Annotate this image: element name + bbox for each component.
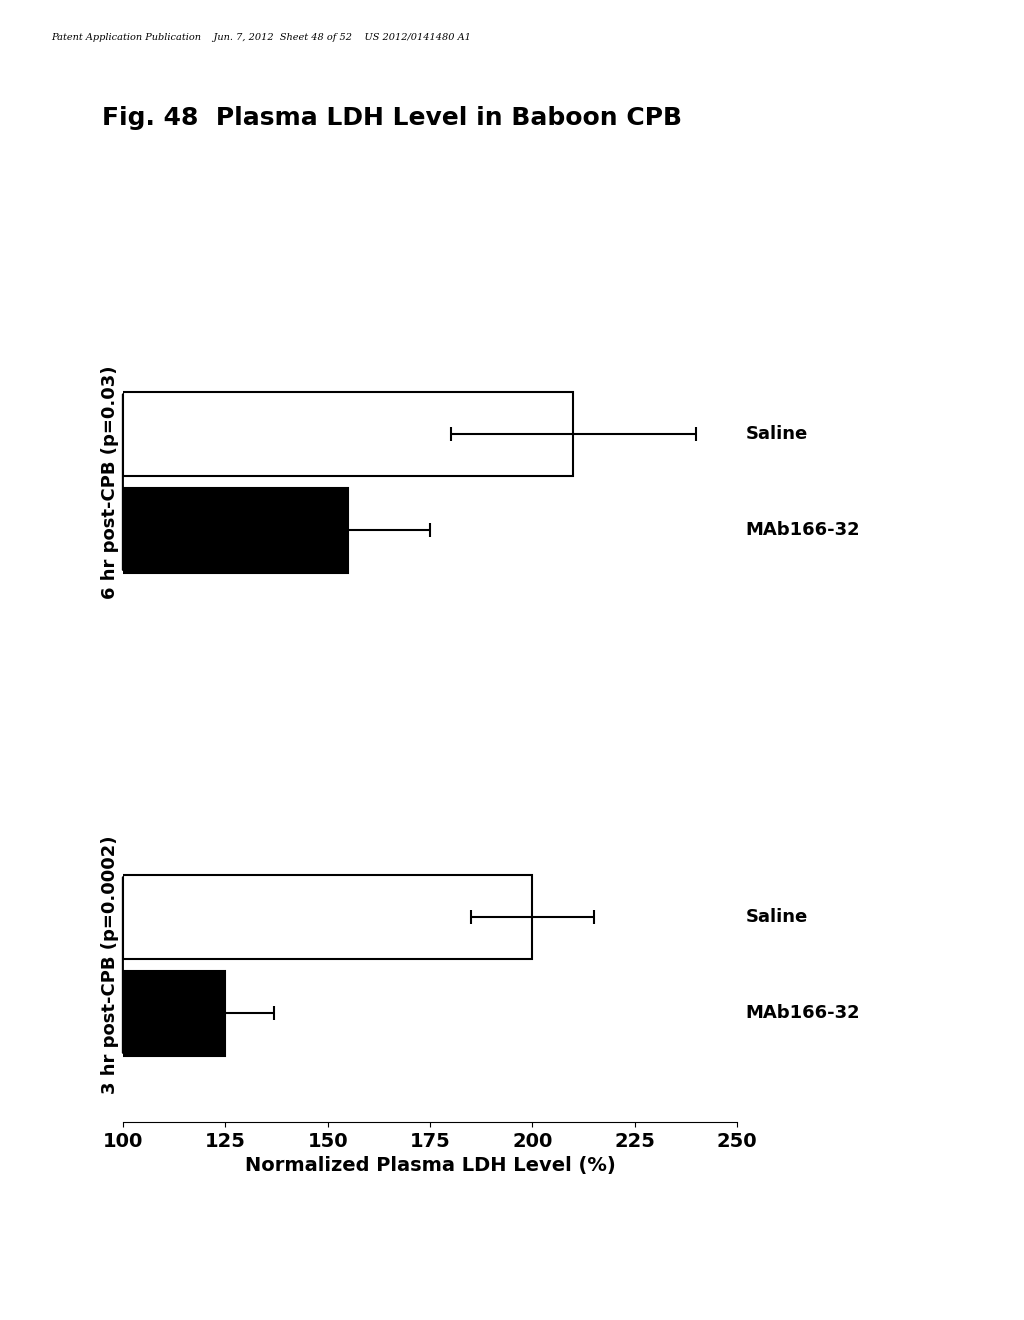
Bar [123, 874, 532, 960]
Text: Saline: Saline [745, 425, 808, 442]
Bar [123, 972, 225, 1056]
Bar [123, 392, 573, 477]
Text: 6 hr post-CPB (p=0.03): 6 hr post-CPB (p=0.03) [100, 366, 119, 599]
Bar [123, 488, 348, 573]
Text: Saline: Saline [745, 908, 808, 925]
X-axis label: Normalized Plasma LDH Level (%): Normalized Plasma LDH Level (%) [245, 1156, 615, 1175]
Text: Patent Application Publication    Jun. 7, 2012  Sheet 48 of 52    US 2012/014148: Patent Application Publication Jun. 7, 2… [51, 33, 471, 42]
Text: MAb166-32: MAb166-32 [745, 521, 860, 540]
Text: MAb166-32: MAb166-32 [745, 1005, 860, 1023]
Text: Fig. 48  Plasma LDH Level in Baboon CPB: Fig. 48 Plasma LDH Level in Baboon CPB [102, 106, 682, 129]
Text: 3 hr post-CPB (p=0.0002): 3 hr post-CPB (p=0.0002) [100, 836, 119, 1094]
